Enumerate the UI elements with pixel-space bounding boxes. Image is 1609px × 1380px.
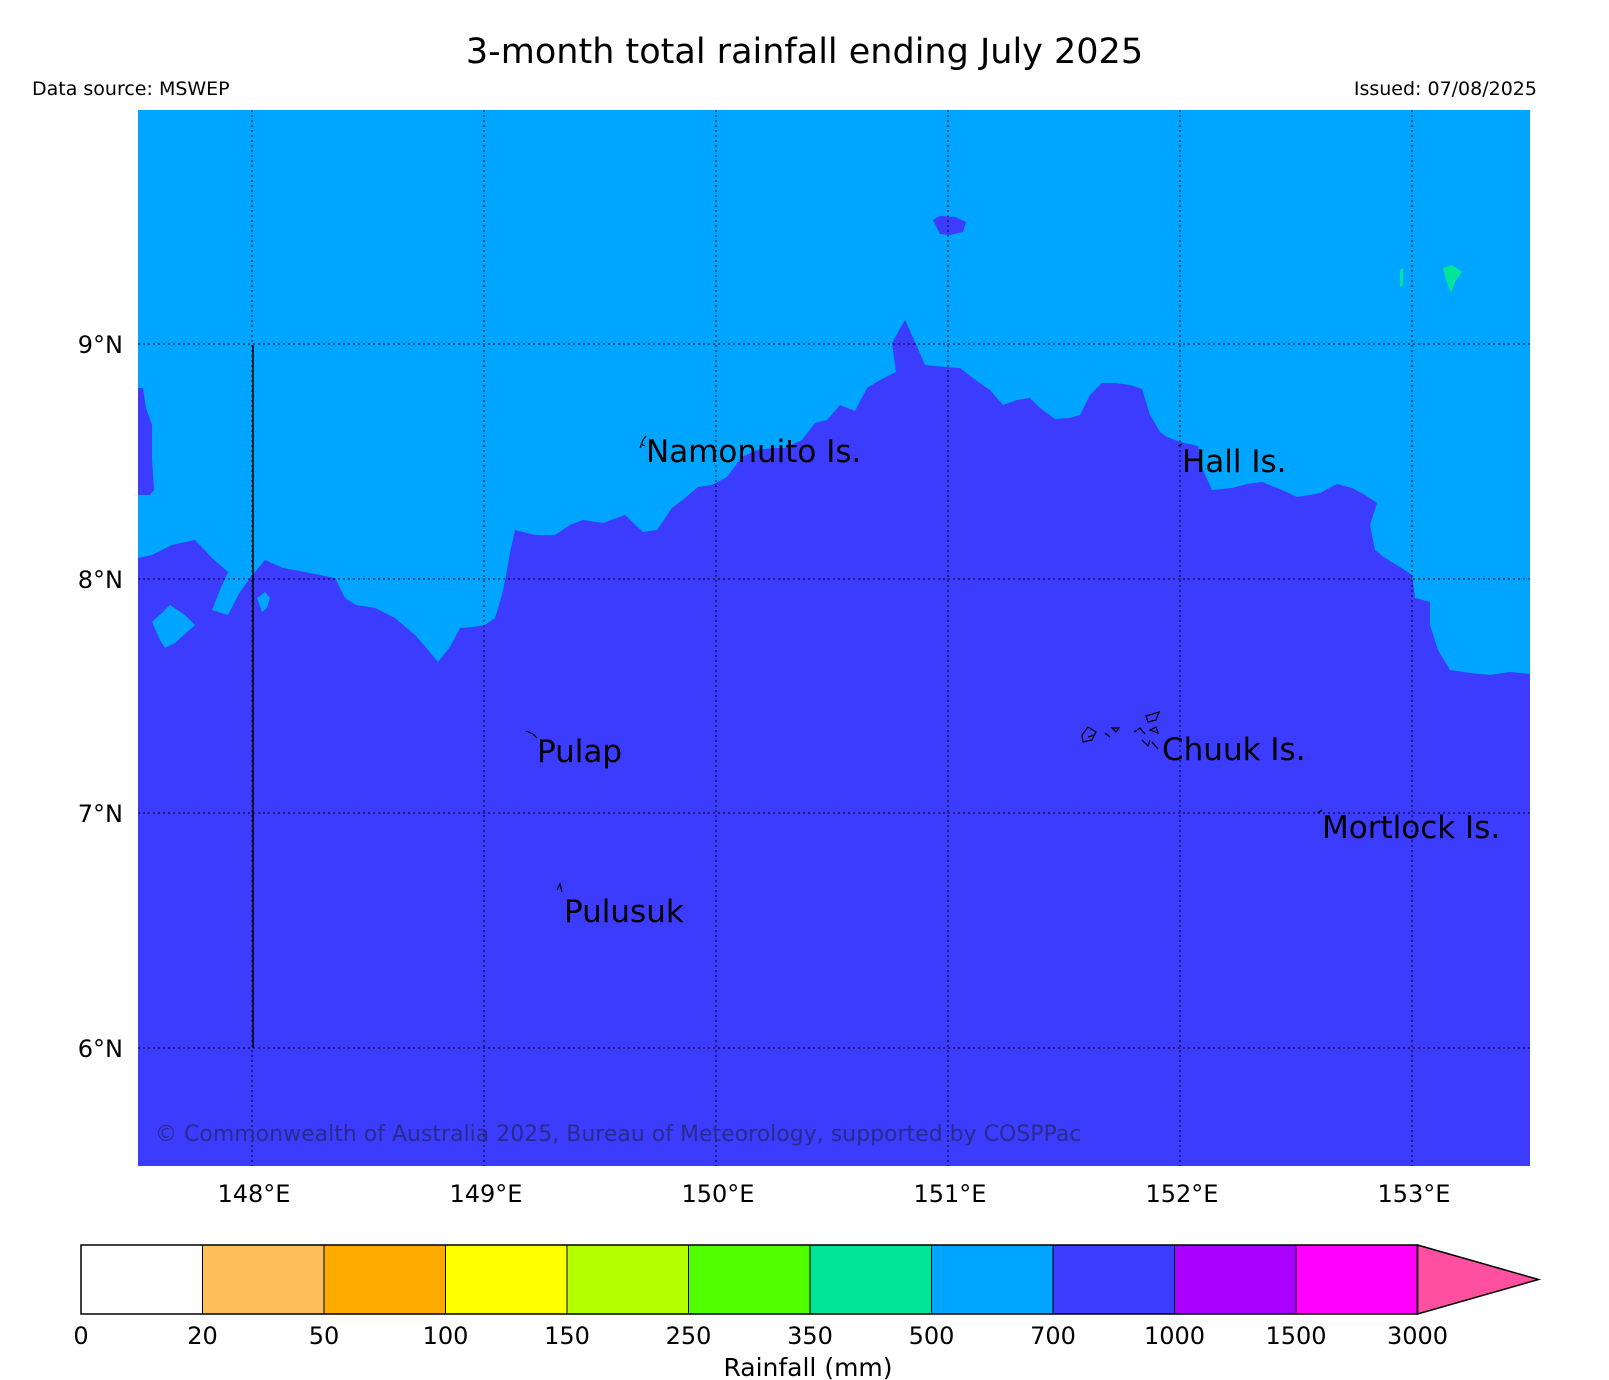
place-label-chuuk: Chuuk Is.	[1162, 732, 1306, 768]
rain-pocket-small	[257, 592, 270, 612]
place-label-pulusuk: Pulusuk	[564, 894, 684, 930]
pulap-island-outline	[525, 730, 538, 739]
rain-field-700-1000	[138, 320, 1530, 1166]
colorbar-tick-label: 350	[787, 1322, 833, 1350]
lon-label-150: 150°E	[682, 1180, 755, 1208]
colorbar-extend-arrow	[1416, 1244, 1542, 1315]
place-label-pulap: Pulap	[537, 734, 622, 770]
gridlines	[138, 110, 1530, 1166]
colorbar-tick-label: 1500	[1265, 1322, 1326, 1350]
rain-spot-350-500-small	[1400, 268, 1403, 287]
lon-label-151: 151°E	[914, 1180, 987, 1208]
colorbar-segment	[688, 1244, 811, 1315]
namonuito-island-outline	[639, 435, 647, 449]
rain-field-700-1000-west	[138, 388, 154, 495]
colorbar-tick-label: 20	[187, 1322, 218, 1350]
rain-blob-north	[933, 216, 966, 235]
colorbar-tick-label: 50	[309, 1322, 340, 1350]
place-label-hall: Hall Is.	[1182, 444, 1287, 480]
place-label-mortlock: Mortlock Is.	[1322, 810, 1500, 846]
colorbar-title: Rainfall (mm)	[723, 1353, 892, 1380]
map-area	[138, 110, 1530, 1166]
lon-label-149: 149°E	[450, 1180, 523, 1208]
island-outlines	[525, 435, 1323, 893]
colorbar-segment	[202, 1244, 325, 1315]
colorbar-tick-label: 3000	[1387, 1322, 1448, 1350]
colorbar-segment	[323, 1244, 446, 1315]
mortlock-island-outline	[1317, 809, 1323, 814]
colorbar-tick-label: 0	[73, 1322, 88, 1350]
colorbar-segment	[1052, 1244, 1175, 1315]
pulusuk-island-outline	[556, 882, 563, 893]
rain-pocket-west	[152, 605, 195, 648]
lat-label-7: 7°N	[78, 800, 123, 828]
colorbar-tick-label: 150	[544, 1322, 590, 1350]
colorbar-tick-label: 500	[909, 1322, 955, 1350]
colorbar-tick-label: 100	[423, 1322, 469, 1350]
lon-label-153: 153°E	[1378, 1180, 1451, 1208]
colorbar-segment	[80, 1244, 203, 1315]
lat-label-6: 6°N	[78, 1035, 123, 1063]
issued-date: Issued: 07/08/2025	[1353, 78, 1537, 100]
hall-island-outline	[1177, 443, 1183, 447]
rain-spot-350-500	[1443, 265, 1462, 293]
colorbar-segment	[566, 1244, 689, 1315]
lat-label-8: 8°N	[78, 566, 123, 594]
colorbar-tick-label: 250	[666, 1322, 712, 1350]
colorbar-outline	[80, 1244, 1419, 1315]
lat-label-9: 9°N	[78, 331, 123, 359]
colorbar-segment	[1174, 1244, 1297, 1315]
colorbar-segment	[809, 1244, 932, 1315]
data-source: Data source: MSWEP	[32, 78, 230, 100]
map-title: 3-month total rainfall ending July 2025	[465, 32, 1144, 72]
lon-label-152: 152°E	[1146, 1180, 1219, 1208]
colorbar-tick-label: 700	[1030, 1322, 1076, 1350]
colorbar-segment	[1295, 1244, 1418, 1315]
colorbar-segment	[445, 1244, 568, 1315]
place-label-namonuito: Namonuito Is.	[646, 434, 861, 470]
colorbar-ticks: 0 20 50 100 150 250 350 500 700 1000 1500 3000	[73, 1322, 1448, 1350]
chuuk-island-outline	[1081, 711, 1160, 750]
colorbar-segment	[931, 1244, 1054, 1315]
copyright-notice: © Commonwealth of Australia 2025, Bureau…	[155, 1122, 1081, 1147]
colorbar	[80, 1244, 1542, 1315]
colorbar-tick-label: 1000	[1144, 1322, 1205, 1350]
lon-label-148: 148°E	[218, 1180, 291, 1208]
